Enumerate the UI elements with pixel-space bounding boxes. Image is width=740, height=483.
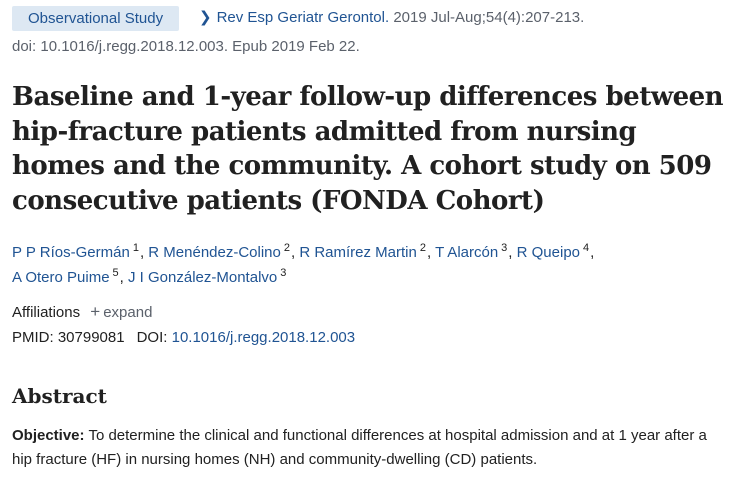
identifiers-row: PMID: 30799081 DOI: 10.1016/j.regg.2018.1… [12,328,355,348]
affiliation-number[interactable]: 2 [283,242,290,254]
doi-link[interactable]: 10.1016/j.regg.2018.12.003 [171,329,356,346]
author-link[interactable]: P P Ríos-Germán [12,244,130,261]
article-type-badge: Observational Study [12,6,180,31]
author-link[interactable]: J I González-Montalvo [128,269,278,286]
author-link[interactable]: T Alarcón [435,244,499,261]
author-link[interactable]: R Queipo [516,244,581,261]
author-link[interactable]: R Menéndez-Colino [148,244,281,261]
author-link[interactable]: R Ramírez Martin [299,244,417,261]
expand-label: expand [103,304,153,321]
expand-button[interactable]: + expand [90,302,153,321]
objective-text: To determine the clinical and functional… [12,427,707,468]
affiliation-number[interactable]: 5 [112,267,119,279]
doi-label: DOI: [136,329,168,346]
abstract-heading: Abstract [12,384,107,408]
journal-link[interactable]: Rev Esp Geriatr Gerontol. [216,9,390,26]
chevron-right-icon: ❯ [199,9,212,26]
plus-icon: + [90,302,101,321]
pmid-value: 30799081 [57,329,125,346]
article-title: Baseline and 1-year follow-up difference… [12,82,724,216]
objective-label: Objective: [12,427,85,444]
citation-line: ❯ Rev Esp Geriatr Gerontol. 2019 Jul-Aug;… [199,8,584,28]
affiliation-number[interactable]: 4 [583,242,590,254]
affiliations-toggle[interactable]: Affiliations + expand [12,302,152,323]
affiliations-label: Affiliations [12,304,81,321]
pmid-label: PMID: [12,329,54,346]
affiliation-number[interactable]: 1 [132,242,139,254]
author-link[interactable]: A Otero Puime [12,269,110,286]
affiliation-number[interactable]: 3 [280,267,287,279]
citation-details: 2019 Jul-Aug;54(4):207-213. [393,9,585,26]
author-list: P P Ríos-Germán 1, R Menéndez-Colino 2, R … [12,242,595,287]
affiliation-number[interactable]: 2 [419,242,426,254]
doi-epub-line: doi: 10.1016/j.regg.2018.12.003. Epub 20… [12,38,360,55]
abstract-objective: Objective: To determine the clinical and… [12,424,727,472]
affiliation-number[interactable]: 3 [501,242,508,254]
